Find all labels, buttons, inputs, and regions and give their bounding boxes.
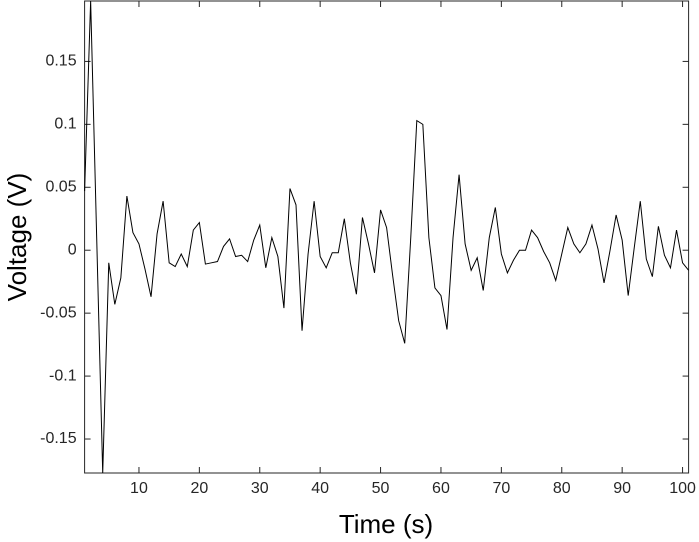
x-tick-label: 30 [251,480,269,497]
x-axis-label: Time (s) [339,509,433,539]
x-tick-label: 40 [311,480,329,497]
data-line [84,0,689,474]
x-tick-label: 100 [669,480,696,497]
y-tick-label: 0.15 [45,53,76,70]
y-tick-label: -0.1 [49,367,77,384]
y-axis-label: Voltage (V) [2,173,32,302]
y-tick-label: 0 [68,241,77,258]
y-tick-label: -0.15 [40,430,77,447]
x-tick-label: 70 [492,480,510,497]
x-tick-label: 20 [190,480,208,497]
x-tick-label: 90 [613,480,631,497]
plot-area [84,0,690,474]
y-tick-label: 0.05 [45,179,76,196]
y-tick-label: -0.05 [40,304,77,321]
x-tick-label: 60 [432,480,450,497]
x-tick-label: 50 [372,480,390,497]
x-tick-label: 80 [553,480,571,497]
y-tick-label: 0.1 [54,116,76,133]
x-tick-label: 10 [130,480,148,497]
